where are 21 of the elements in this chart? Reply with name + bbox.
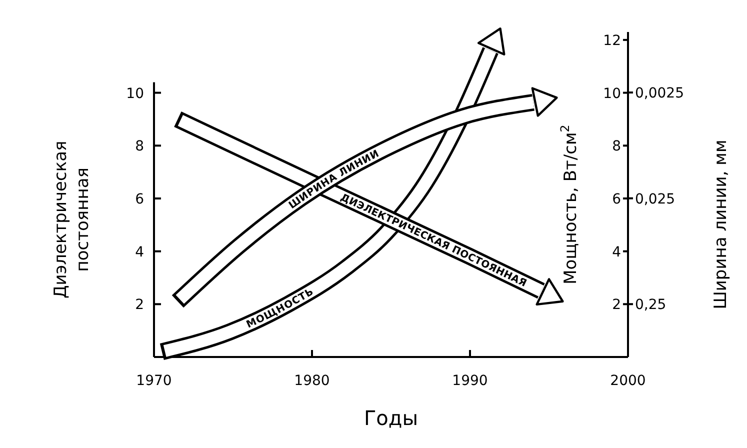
x-tick-label: 1990 bbox=[452, 373, 488, 389]
y-tick-label: 8 bbox=[135, 138, 144, 155]
y-tick-label: 10 bbox=[126, 86, 144, 102]
y-tick-label: 6 bbox=[135, 191, 144, 208]
y2-tick-label: 6 bbox=[612, 191, 622, 208]
y2-tick-label: 4 bbox=[612, 244, 622, 260]
x-tick-label: 1970 bbox=[136, 373, 172, 389]
y3-tick-label: 0,0025 bbox=[635, 86, 684, 102]
y-tick-label: 2 bbox=[135, 297, 144, 314]
x-tick-label: 2000 bbox=[610, 373, 646, 389]
y-tick-label: 4 bbox=[135, 244, 144, 260]
y2-tick-label: 10 bbox=[603, 86, 621, 102]
x-tick-label: 1980 bbox=[294, 373, 330, 389]
y-axis-title: Диэлектрическая постоянная bbox=[51, 140, 93, 298]
y3-tick-label: 0,025 bbox=[635, 191, 676, 208]
y3-tick-label: 0,25 bbox=[635, 297, 666, 314]
y2-tick-label: 8 bbox=[612, 138, 621, 155]
y3-axis-title: Ширина линии, мм bbox=[711, 140, 731, 310]
x-axis-title: Годы bbox=[364, 406, 418, 430]
y2-tick-label: 2 bbox=[612, 297, 621, 314]
y2-tick-label: 12 bbox=[603, 32, 621, 49]
